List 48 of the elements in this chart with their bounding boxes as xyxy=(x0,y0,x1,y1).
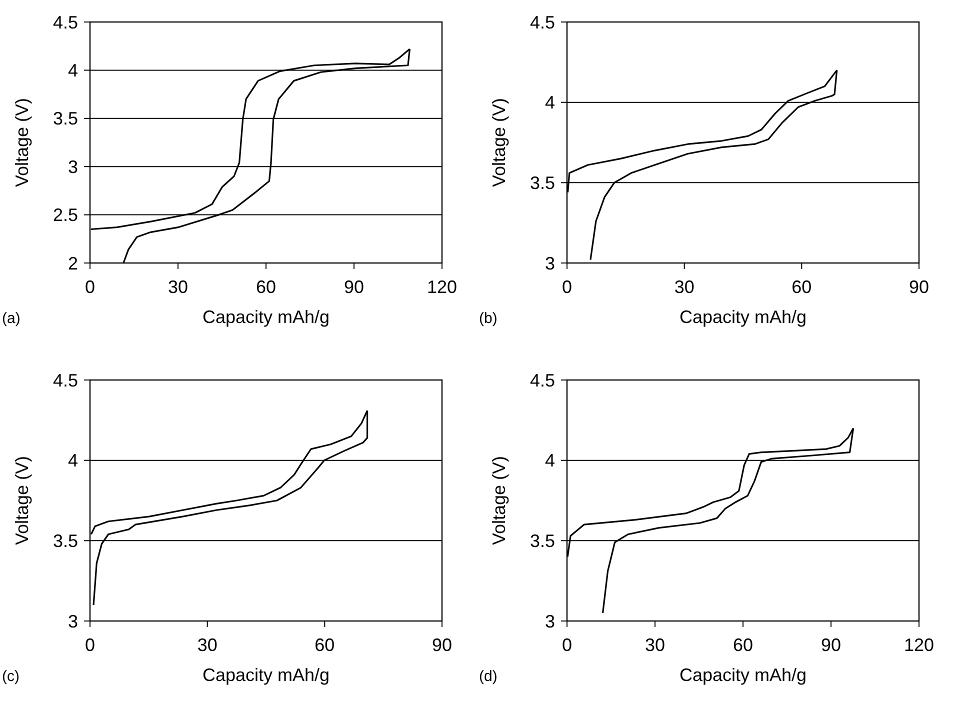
x-axis-title: Capacity mAh/g xyxy=(202,665,330,685)
y-tick-label: 3.5 xyxy=(530,172,555,193)
x-tick-label: 30 xyxy=(674,277,694,297)
x-tick-label: 90 xyxy=(908,277,930,297)
x-tick-label: 0 xyxy=(84,277,96,297)
y-tick-label: 4 xyxy=(68,450,78,471)
y-axis-title: Voltage (V) xyxy=(489,98,509,188)
x-tick-label: 0 xyxy=(562,635,572,655)
y-tick-label: 4.5 xyxy=(530,370,555,390)
y-axis-title: Voltage (V) xyxy=(489,456,509,546)
y-tick-label: 4 xyxy=(544,450,555,471)
y-axis-title: Voltage (V) xyxy=(12,456,32,546)
x-tick-label: 60 xyxy=(732,635,754,655)
x-tick-label: 90 xyxy=(820,635,842,655)
y-tick-label: 3 xyxy=(68,611,78,632)
x-tick-label: 90 xyxy=(344,277,364,297)
y-tick-label: 3.5 xyxy=(530,530,555,551)
y-tick-label: 3 xyxy=(544,253,555,274)
x-tick-label: 60 xyxy=(792,277,812,297)
x-tick-label: 0 xyxy=(84,635,96,655)
x-axis-title: Capacity mAh/g xyxy=(679,665,807,685)
y-tick-label: 2.5 xyxy=(52,205,78,226)
text: (b) xyxy=(479,310,498,327)
y-tick-label: 3 xyxy=(68,156,78,177)
y-tick-label: 4.5 xyxy=(52,370,78,390)
y-tick-label: 3.5 xyxy=(52,108,78,129)
x-tick-label: 90 xyxy=(432,635,452,655)
y-tick-label: 4.5 xyxy=(52,12,78,32)
y-axis-title: Voltage (V) xyxy=(12,98,32,188)
y-tick-label: 3.5 xyxy=(52,530,78,551)
x-tick-label: 120 xyxy=(426,277,458,297)
x-tick-label: 30 xyxy=(168,277,188,297)
x-tick-label: 0 xyxy=(562,277,572,297)
x-tick-label: 30 xyxy=(197,635,218,655)
x-axis-title: Capacity mAh/g xyxy=(679,307,807,327)
x-tick-label: 60 xyxy=(256,277,276,297)
x-tick-label: 30 xyxy=(644,635,666,655)
text: (c) xyxy=(2,668,20,685)
x-axis-title: Capacity mAh/g xyxy=(202,307,330,327)
x-tick-label: 120 xyxy=(904,635,934,655)
y-tick-label: 4 xyxy=(544,92,555,113)
y-tick-label: 4.5 xyxy=(530,12,555,32)
text: (a) xyxy=(2,310,20,327)
y-tick-label: 4 xyxy=(68,60,78,80)
text: (d) xyxy=(479,668,498,685)
x-tick-label: 60 xyxy=(314,635,335,655)
y-tick-label: 2 xyxy=(68,253,78,274)
y-tick-label: 3 xyxy=(544,611,555,632)
